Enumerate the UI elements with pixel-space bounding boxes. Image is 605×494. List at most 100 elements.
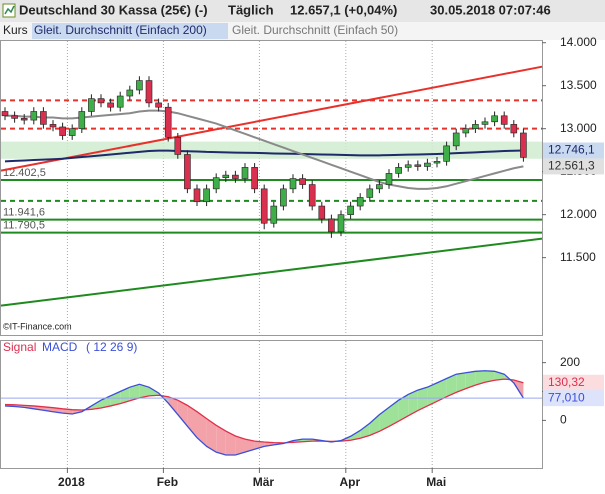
macd-fill — [81, 405, 92, 412]
x-tick-label: 2018 — [58, 475, 85, 489]
candle-body — [395, 167, 402, 174]
candle-body — [68, 128, 76, 136]
candle-body — [424, 162, 431, 167]
candle-body — [1, 111, 9, 117]
macd-fill — [389, 400, 399, 427]
level-label: 11.790,5 — [3, 220, 45, 232]
candle-body — [241, 167, 249, 179]
candle-body — [30, 111, 38, 121]
candle-body — [385, 173, 393, 185]
candle-body — [40, 111, 47, 125]
candle-body — [299, 178, 306, 185]
candle-body — [88, 98, 95, 112]
candle-body — [260, 188, 268, 224]
macd-fill — [456, 372, 466, 393]
macd-fill — [254, 441, 265, 450]
macd-fill — [206, 418, 217, 453]
interval: Täglich — [228, 2, 274, 17]
macd-fill — [139, 384, 149, 398]
value-tag-label: 12.561,3 — [548, 159, 595, 173]
macd-fill — [350, 430, 361, 441]
macd-fill — [187, 405, 197, 438]
quote: 12.657,1 (+0,04%) — [290, 2, 397, 17]
candle-body — [107, 102, 114, 108]
candle-body — [376, 184, 383, 190]
macd-fill — [129, 384, 140, 401]
header-bar — [0, 0, 605, 22]
candle-body — [193, 188, 201, 203]
macd-fill — [216, 425, 226, 456]
y-tick-label: 12.000 — [560, 207, 597, 221]
macd-fill — [91, 400, 101, 410]
price-label: Kurs — [3, 23, 28, 37]
candle-body — [433, 161, 441, 164]
legend-ma200: Gleit. Durchschnitt (Einfach 200) — [34, 23, 207, 37]
candle-body — [280, 188, 287, 207]
candle-body — [222, 174, 230, 178]
candle-body — [116, 95, 124, 108]
macd-fill — [120, 387, 130, 404]
candle-body — [164, 106, 172, 138]
candle-body — [136, 80, 143, 91]
candle-body — [500, 115, 508, 125]
x-tick-label: Apr — [339, 475, 360, 489]
candle-body — [97, 98, 105, 104]
macd-fill — [197, 411, 207, 447]
candle-body — [481, 121, 489, 125]
x-tick-label: Feb — [157, 475, 178, 489]
macd-params: ( 12 26 9) — [86, 340, 137, 354]
price-frame — [0, 40, 543, 336]
macd-fill — [475, 370, 485, 386]
candle-body — [452, 132, 460, 147]
level-label: 12.402,5 — [3, 167, 46, 179]
macd-fill — [408, 390, 418, 416]
macd-fill — [225, 431, 236, 456]
legend-macd: MACD — [42, 340, 78, 354]
macd-fill — [427, 382, 437, 406]
candle-body — [414, 164, 422, 167]
y-tick-label: 0 — [560, 413, 567, 427]
candle-body — [366, 188, 374, 198]
macd-fill — [101, 395, 111, 408]
legend-box — [32, 23, 228, 39]
macd-fill — [437, 378, 447, 402]
candle-body — [347, 205, 354, 215]
macd-fill — [446, 374, 457, 397]
candle-body — [289, 178, 297, 190]
candle-body — [155, 102, 162, 108]
value-tag-label: 12.746,1 — [548, 143, 595, 157]
candle-body — [78, 111, 86, 129]
candle-body — [212, 177, 220, 190]
header-icon-line — [4, 5, 15, 15]
moving-average — [5, 109, 524, 190]
candle-body — [510, 124, 518, 134]
candle-body — [308, 184, 316, 207]
value-tag — [543, 158, 604, 175]
value-tag — [543, 374, 604, 391]
y-tick-label: 200 — [560, 355, 580, 369]
instrument: Deutschland 30 Kassa (25€) (-) — [19, 2, 208, 17]
macd-line — [4, 370, 524, 456]
legend-signal: Signal — [3, 340, 36, 354]
y-tick-label: 13.500 — [560, 78, 597, 92]
macd-fill — [168, 396, 178, 415]
candle-body — [491, 115, 498, 123]
macd-fill — [360, 423, 370, 439]
candle-body — [404, 164, 412, 168]
macd-fill — [465, 371, 476, 389]
macd-fill — [398, 394, 409, 422]
x-tick-label: Mär — [253, 475, 275, 489]
macd-frame — [0, 340, 543, 469]
x-tick-label: Mai — [426, 475, 446, 489]
source: ©IT-Finance.com — [3, 321, 72, 331]
candle-body — [462, 128, 470, 134]
level-label: 11.941,6 — [3, 207, 45, 219]
candle-body — [318, 205, 326, 220]
value-tag — [543, 390, 604, 407]
macd-line — [4, 378, 524, 444]
value-tag-label: 77,010 — [548, 390, 585, 404]
candle-body — [443, 145, 450, 162]
candle-body — [520, 132, 527, 158]
